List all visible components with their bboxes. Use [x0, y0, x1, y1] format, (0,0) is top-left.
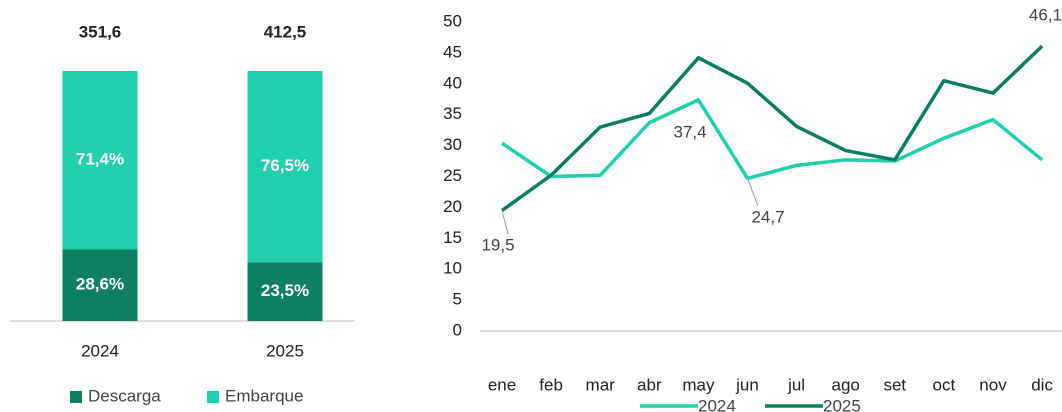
- x-tick-label: oct: [933, 375, 956, 394]
- bar-value-label: 23,5%: [261, 281, 309, 300]
- y-tick-label: 40: [443, 73, 462, 92]
- x-tick-label: feb: [539, 375, 563, 394]
- bar-value-label: 71,4%: [76, 150, 124, 169]
- bar-total-label: 351,6: [79, 22, 122, 41]
- x-tick-label: jun: [735, 375, 759, 394]
- legend-label: 2024: [698, 396, 736, 412]
- y-tick-label: 20: [443, 197, 462, 216]
- y-tick-label: 15: [443, 228, 462, 247]
- bar-segment: [62, 71, 138, 250]
- data-label: 24,7: [751, 207, 784, 226]
- y-tick-label: 50: [443, 11, 462, 30]
- legend-label: Embarque: [225, 386, 303, 405]
- y-tick-label: 10: [443, 259, 462, 278]
- x-tick-label: dic: [1031, 375, 1053, 394]
- x-tick-label: jul: [787, 375, 805, 394]
- x-tick-label: mar: [586, 375, 616, 394]
- bar-value-label: 28,6%: [76, 275, 124, 294]
- y-tick-label: 45: [443, 42, 462, 61]
- data-label: 19,5: [481, 235, 514, 254]
- x-tick-label: may: [682, 375, 715, 394]
- bar-value-label: 76,5%: [261, 156, 309, 175]
- legend-label: 2025: [823, 396, 861, 412]
- legend-swatch: [70, 391, 82, 403]
- x-tick-label: set: [883, 375, 906, 394]
- y-tick-label: 30: [443, 135, 462, 154]
- bar-segment: [247, 262, 323, 321]
- y-tick-label: 25: [443, 166, 462, 185]
- leader-line: [747, 178, 759, 207]
- bar-total-label: 412,5: [264, 22, 307, 41]
- series-line: [501, 98, 1044, 181]
- x-tick-label: nov: [979, 375, 1007, 394]
- y-tick-label: 0: [453, 320, 462, 339]
- bar-segment: [62, 249, 138, 321]
- y-tick-label: 5: [453, 290, 462, 309]
- data-label: 37,4: [673, 122, 706, 141]
- x-tick-label: ago: [832, 375, 860, 394]
- bar-segment: [247, 71, 323, 263]
- data-label: 46,1: [1029, 5, 1062, 24]
- x-tick-label: 2024: [81, 341, 119, 360]
- leader-line: [501, 210, 509, 235]
- x-tick-label: ene: [488, 375, 516, 394]
- legend-swatch: [207, 391, 219, 403]
- x-tick-label: 2025: [266, 341, 304, 360]
- x-tick-label: abr: [637, 375, 662, 394]
- series-line: [500, 44, 1044, 212]
- y-tick-label: 35: [443, 104, 462, 123]
- legend-label: Descarga: [88, 386, 161, 405]
